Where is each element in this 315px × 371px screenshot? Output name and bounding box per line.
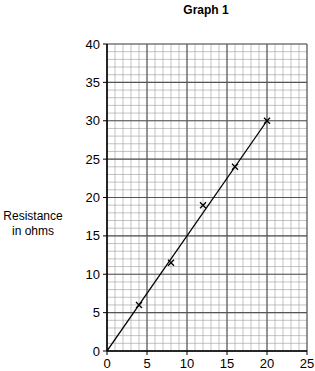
title: Graph 1 xyxy=(183,3,229,17)
y-tick-label: 15 xyxy=(86,228,100,243)
x-tick-label: 10 xyxy=(180,356,194,371)
minor-grid-line xyxy=(107,266,307,267)
minor-grid-line xyxy=(107,251,307,252)
y-tick xyxy=(103,159,107,160)
x-tick xyxy=(187,351,188,355)
minor-grid-line xyxy=(107,197,307,198)
y-tick xyxy=(103,351,107,352)
minor-grid-line xyxy=(107,182,307,183)
minor-grid-line xyxy=(107,82,307,83)
minor-grid-line xyxy=(107,228,307,229)
minor-grid-line xyxy=(107,44,307,45)
grid-line xyxy=(107,82,307,83)
point xyxy=(200,202,206,208)
plot-area xyxy=(107,118,270,351)
grid-line xyxy=(107,312,307,313)
x-axis xyxy=(107,350,307,352)
minor-grid-line xyxy=(107,327,307,328)
y-tick-label: 30 xyxy=(86,113,100,128)
y-axis-label-line: Resistance xyxy=(3,209,63,223)
minor-grid-line xyxy=(107,90,307,91)
line xyxy=(107,121,267,351)
y-tick xyxy=(103,44,107,45)
grid-line xyxy=(107,120,307,121)
y-tick xyxy=(103,120,107,121)
y-tick-label: 0 xyxy=(93,344,100,359)
minor-grid-line xyxy=(107,105,307,106)
minor-grid-line xyxy=(107,74,307,75)
y-tick-label: 25 xyxy=(86,152,100,167)
x-tick-label: 15 xyxy=(220,356,234,371)
y-tick xyxy=(103,197,107,198)
minor-grid-line xyxy=(107,335,307,336)
minor-grid-line xyxy=(107,297,307,298)
minor-grid-line xyxy=(107,351,307,352)
minor-grid-line xyxy=(107,281,307,282)
x-tick-label: 20 xyxy=(260,356,274,371)
y-axis-label: Resistancein ohms xyxy=(3,209,63,238)
y-tick-label: 40 xyxy=(86,37,100,52)
y-axis-label-line: in ohms xyxy=(12,224,54,238)
minor-grid-line xyxy=(107,235,307,236)
minor-grid-line xyxy=(107,220,307,221)
grid-line xyxy=(107,274,307,275)
minor-grid-line xyxy=(107,59,307,60)
grid-line xyxy=(107,235,307,236)
minor-grid-line xyxy=(107,212,307,213)
minor-grid-line xyxy=(107,343,307,344)
grid xyxy=(107,44,307,351)
y-tick xyxy=(103,235,107,236)
minor-grid-line xyxy=(107,159,307,160)
minor-grid-line xyxy=(107,120,307,121)
chart: 0 5 10 15 20 25 0 5 10 15 20 25 30 35 40 Graph 1 Resista… xyxy=(0,0,315,371)
minor-grid-line xyxy=(107,312,307,313)
minor-grid-line xyxy=(107,166,307,167)
minor-grid-line xyxy=(107,151,307,152)
minor-grid-line xyxy=(107,51,307,52)
y-tick-label: 5 xyxy=(93,305,100,320)
grid-line xyxy=(107,159,307,160)
minor-grid-line xyxy=(107,243,307,244)
minor-grid-line xyxy=(107,189,307,190)
x-tick-label: 25 xyxy=(300,356,314,371)
x-tick xyxy=(307,351,308,355)
grid-line xyxy=(107,197,307,198)
y-tick xyxy=(103,82,107,83)
minor-grid-line xyxy=(107,304,307,305)
minor-grid-line xyxy=(107,320,307,321)
minor-grid-line xyxy=(107,143,307,144)
x-tick xyxy=(227,351,228,355)
y-tick-label: 10 xyxy=(86,267,100,282)
x-tick-label: 5 xyxy=(143,356,150,371)
x-tick xyxy=(147,351,148,355)
x-tick xyxy=(107,351,108,355)
minor-grid-line xyxy=(107,97,307,98)
minor-grid-line xyxy=(107,136,307,137)
minor-grid-line xyxy=(107,258,307,259)
minor-grid-line xyxy=(107,205,307,206)
minor-grid-line xyxy=(107,274,307,275)
minor-grid-line xyxy=(107,113,307,114)
x-tick-label: 0 xyxy=(103,356,110,371)
grid-line xyxy=(107,43,307,44)
minor-grid-line xyxy=(107,67,307,68)
y-tick-label: 35 xyxy=(86,75,100,90)
y-tick-label: 20 xyxy=(86,190,100,205)
minor-grid-line xyxy=(107,289,307,290)
minor-grid-line xyxy=(107,174,307,175)
y-tick xyxy=(103,312,107,313)
minor-grid-line xyxy=(107,128,307,129)
x-tick xyxy=(267,351,268,355)
grid-line xyxy=(107,350,307,351)
y-tick xyxy=(103,274,107,275)
